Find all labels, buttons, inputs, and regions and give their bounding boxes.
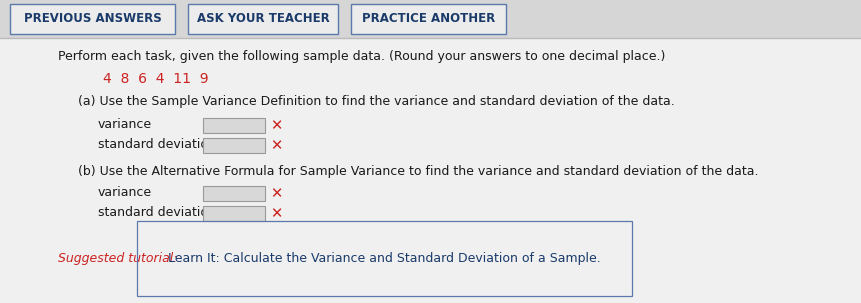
Text: ✕: ✕ (270, 186, 282, 201)
Text: ASK YOUR TEACHER: ASK YOUR TEACHER (196, 12, 330, 25)
Text: Perform each task, given the following sample data. (Round your answers to one d: Perform each task, given the following s… (58, 50, 666, 63)
Text: ✕: ✕ (270, 138, 282, 153)
Text: PREVIOUS ANSWERS: PREVIOUS ANSWERS (23, 12, 161, 25)
FancyBboxPatch shape (203, 138, 265, 153)
FancyBboxPatch shape (188, 4, 338, 34)
FancyBboxPatch shape (351, 4, 506, 34)
Text: ✕: ✕ (270, 206, 282, 221)
FancyBboxPatch shape (203, 186, 265, 201)
Text: (a) Use the Sample Variance Definition to find the variance and standard deviati: (a) Use the Sample Variance Definition t… (78, 95, 675, 108)
FancyBboxPatch shape (203, 118, 265, 133)
Text: Suggested tutorial:: Suggested tutorial: (58, 252, 177, 265)
Text: variance: variance (98, 118, 152, 131)
Bar (0, 38, 861, 303)
Text: 4  8  6  4  11  9: 4 8 6 4 11 9 (103, 72, 208, 86)
Text: (b) Use the Alternative Formula for Sample Variance to find the variance and sta: (b) Use the Alternative Formula for Samp… (78, 165, 759, 178)
Text: standard deviation: standard deviation (98, 206, 216, 219)
Text: PRACTICE ANOTHER: PRACTICE ANOTHER (362, 12, 495, 25)
Text: standard deviation: standard deviation (98, 138, 216, 151)
Text: variance: variance (98, 186, 152, 199)
FancyBboxPatch shape (203, 206, 265, 221)
Text: Learn It: Calculate the Variance and Standard Deviation of a Sample.: Learn It: Calculate the Variance and Sta… (168, 252, 601, 265)
FancyBboxPatch shape (10, 4, 175, 34)
Bar (0, 0, 861, 38)
Text: ✕: ✕ (270, 118, 282, 133)
